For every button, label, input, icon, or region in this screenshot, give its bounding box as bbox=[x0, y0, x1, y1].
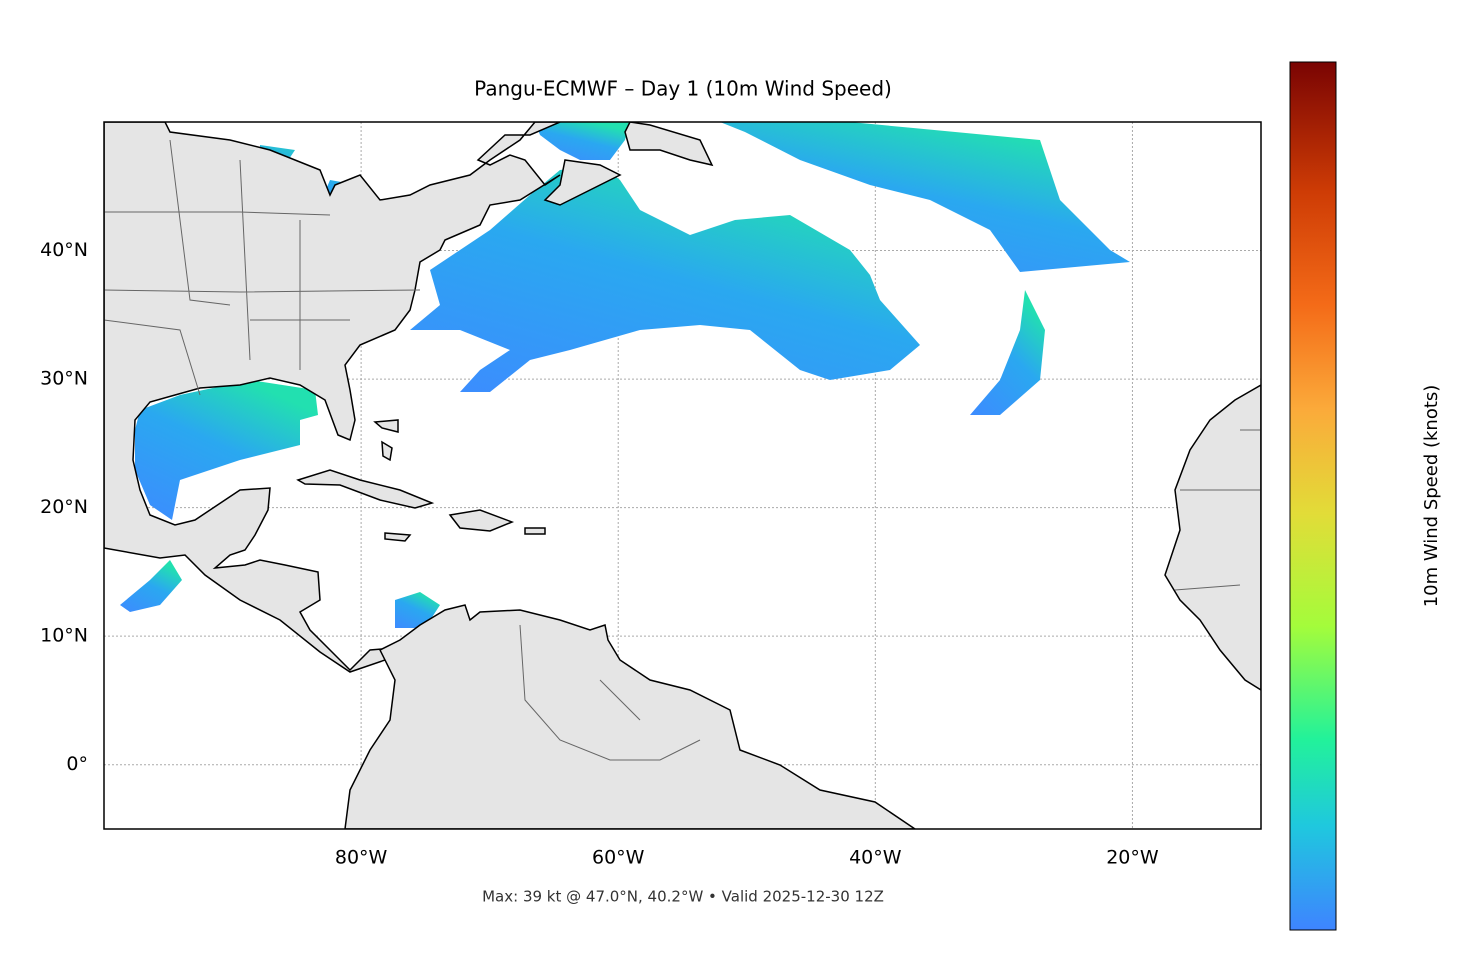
x-tick-label: 20°W bbox=[1106, 847, 1159, 869]
map-frame bbox=[103, 121, 1262, 830]
south-america bbox=[344, 604, 917, 829]
y-tick-label: 10°N bbox=[40, 625, 88, 647]
footer: Max: 39 kt @ 47.0°N, 40.2°W • Valid 2025… bbox=[482, 888, 884, 906]
bahamas bbox=[373, 419, 399, 462]
y-tick-label: 30°N bbox=[40, 368, 88, 390]
jamaica bbox=[384, 532, 412, 542]
wind-swath bbox=[135, 380, 318, 520]
wind-swath bbox=[120, 560, 182, 612]
map bbox=[104, 122, 1261, 829]
title: Pangu-ECMWF – Day 1 (10m Wind Speed) bbox=[474, 77, 892, 101]
y-tick-label: 40°N bbox=[40, 239, 88, 261]
map-axes: 80°W 60°W 40°W 20°W 0° 10°N 20°N 30°N 40°N bbox=[40, 239, 1159, 868]
y-tick-label: 0° bbox=[66, 753, 88, 775]
land bbox=[104, 122, 1261, 829]
colorbar-label: 10m Wind Speed (knots) bbox=[1421, 385, 1442, 608]
x-tick-label: 60°W bbox=[592, 847, 645, 869]
africa bbox=[1164, 384, 1261, 691]
newfoundland bbox=[624, 122, 714, 167]
wind-swath bbox=[260, 145, 405, 230]
wind-swaths bbox=[120, 122, 1130, 628]
nova-scotia bbox=[543, 159, 622, 206]
x-tick-label: 40°W bbox=[849, 847, 902, 869]
x-tick-label: 80°W bbox=[335, 847, 388, 869]
colorbar bbox=[1289, 61, 1337, 931]
hispaniola bbox=[448, 509, 515, 532]
wind-swath bbox=[720, 122, 1130, 272]
borders bbox=[104, 139, 1261, 761]
wind-swath bbox=[535, 122, 630, 160]
wind-swath bbox=[970, 290, 1045, 415]
north-america bbox=[104, 122, 561, 673]
colorbar-ramp bbox=[1289, 61, 1337, 931]
cuba bbox=[296, 469, 435, 509]
puerto-rico bbox=[524, 527, 546, 535]
y-tick-label: 20°N bbox=[40, 496, 88, 518]
wind-swath bbox=[410, 165, 920, 392]
